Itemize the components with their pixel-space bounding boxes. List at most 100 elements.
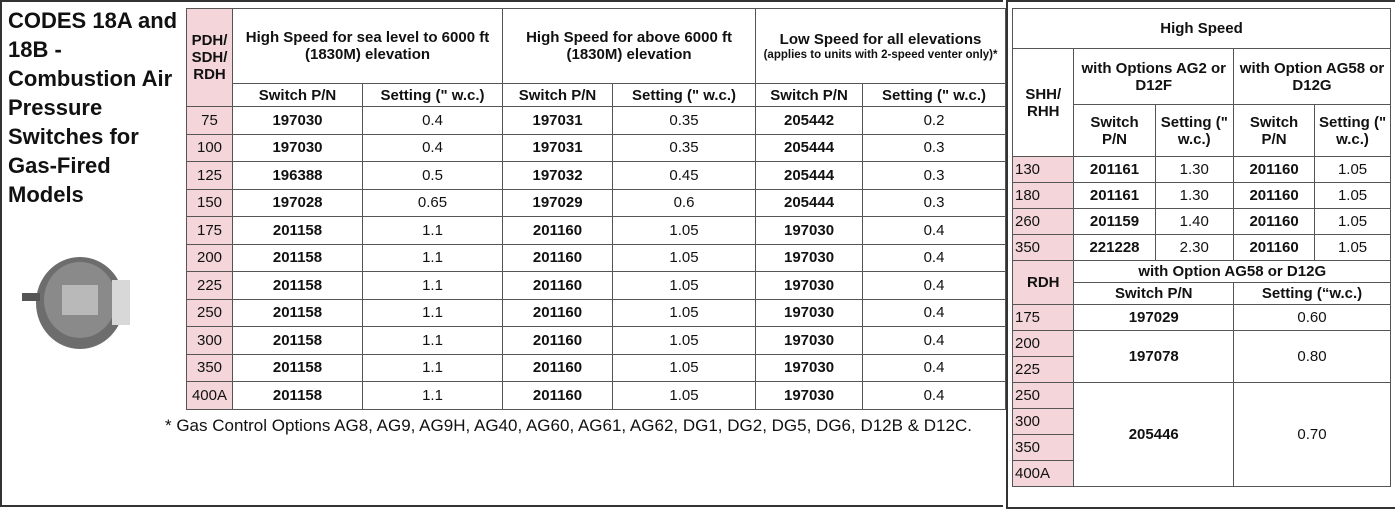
switch-pn: 205442	[756, 107, 863, 135]
model: 250	[1013, 383, 1074, 409]
switch-pn: 201158	[233, 382, 363, 410]
switch-pn: 201160	[503, 382, 613, 410]
table-row: 1752011581.12011601.051970300.4	[187, 217, 1006, 245]
sub-header: Setting (“w.c.)	[1234, 283, 1391, 305]
setting: 0.2	[863, 107, 1006, 135]
setting: 0.4	[863, 272, 1006, 300]
switch-pn: 201159	[1074, 209, 1155, 235]
table-row: 2602011591.402011601.05	[1013, 209, 1391, 235]
sub-header: Switch P/N	[503, 84, 613, 107]
group-header: with Options AG2 or D12F	[1074, 49, 1234, 105]
page: CODES 18A and 18B - Combustion Air Press…	[0, 0, 1395, 508]
model: 300	[187, 327, 233, 355]
sub-header: Setting (" w.c.)	[1315, 105, 1391, 157]
switch-pn: 201160	[1234, 157, 1315, 183]
switch-pn: 205444	[756, 189, 863, 217]
switch-pn: 201160	[1234, 209, 1315, 235]
switch-pn: 201158	[233, 327, 363, 355]
switch-pn: 201160	[503, 327, 613, 355]
setting: 1.05	[1315, 209, 1391, 235]
switch-pn: 197029	[1074, 305, 1234, 331]
setting: 1.1	[363, 299, 503, 327]
model: 225	[1013, 357, 1074, 383]
sub-header: Switch P/N	[756, 84, 863, 107]
model-header: RDH	[1013, 261, 1074, 305]
setting: 0.4	[363, 107, 503, 135]
model: 200	[1013, 331, 1074, 357]
setting: 1.05	[1315, 183, 1391, 209]
switch-pn: 201158	[233, 354, 363, 382]
setting: 0.3	[863, 134, 1006, 162]
switch-pn: 197030	[233, 107, 363, 135]
sub-header: Switch P/N	[1234, 105, 1315, 157]
setting: 1.05	[613, 354, 756, 382]
switch-pn: 201160	[503, 299, 613, 327]
setting: 0.35	[613, 134, 756, 162]
table-row: 1802011611.302011601.05	[1013, 183, 1391, 209]
setting: 1.05	[613, 272, 756, 300]
group-note: (applies to units with 2-speed venter on…	[758, 48, 1003, 62]
model: 100	[187, 134, 233, 162]
setting: 1.05	[613, 217, 756, 245]
setting: 0.4	[863, 299, 1006, 327]
model: 75	[187, 107, 233, 135]
switch-pn: 197031	[503, 107, 613, 135]
setting: 0.70	[1234, 383, 1391, 487]
table-row: 1251963880.51970320.452054440.3	[187, 162, 1006, 190]
sub-header: Setting (" w.c.)	[363, 84, 503, 107]
switch-table: PDH/ SDH/ RDH High Speed for sea level t…	[186, 8, 1006, 410]
setting: 1.05	[1315, 157, 1391, 183]
model: 150	[187, 189, 233, 217]
switch-table: High Speed SHH/ RHH with Options AG2 or …	[1012, 8, 1391, 487]
switch-pn: 197030	[756, 244, 863, 272]
model-header: PDH/ SDH/ RDH	[187, 9, 233, 107]
setting: 0.35	[613, 107, 756, 135]
switch-pn: 221228	[1074, 235, 1155, 261]
switch-pn: 196388	[233, 162, 363, 190]
setting: 1.30	[1155, 183, 1233, 209]
setting: 1.05	[613, 244, 756, 272]
frame: High Speed SHH/ RHH with Options AG2 or …	[1006, 0, 1395, 509]
switch-pn: 197030	[756, 299, 863, 327]
setting: 1.05	[613, 299, 756, 327]
switch-pn: 201158	[233, 299, 363, 327]
group-title: Low Speed for all elevations	[780, 31, 982, 48]
switch-pn: 205444	[756, 162, 863, 190]
setting: 0.4	[863, 244, 1006, 272]
setting: 1.1	[363, 327, 503, 355]
model: 400A	[1013, 461, 1074, 487]
setting: 1.30	[1155, 157, 1233, 183]
setting: 2.30	[1155, 235, 1233, 261]
setting: 1.40	[1155, 209, 1233, 235]
table-row: 3502212282.302011601.05	[1013, 235, 1391, 261]
switch-pn: 201158	[233, 272, 363, 300]
setting: 0.60	[1234, 305, 1391, 331]
model: 130	[1013, 157, 1074, 183]
switch-pn: 201160	[503, 244, 613, 272]
switch-pn: 197030	[756, 272, 863, 300]
sub-header: Setting (" w.c.)	[1155, 105, 1233, 157]
model: 400A	[187, 382, 233, 410]
model: 350	[187, 354, 233, 382]
model: 250	[187, 299, 233, 327]
switch-pn: 201158	[233, 217, 363, 245]
switch-pn: 205444	[756, 134, 863, 162]
footnote: * Gas Control Options AG8, AG9, AG9H, AG…	[165, 414, 985, 438]
model: 200	[187, 244, 233, 272]
model-header: SHH/ RHH	[1013, 49, 1074, 157]
title: CODES 18A and 18B - Combustion Air Press…	[8, 6, 180, 209]
group-header: High Speed for above 6000 ft (1830M) ele…	[503, 9, 756, 84]
setting: 0.4	[363, 134, 503, 162]
sub-header: Switch P/N	[1074, 283, 1234, 305]
sub-header: Setting (" w.c.)	[613, 84, 756, 107]
switch-pn: 201161	[1074, 183, 1155, 209]
setting: 0.65	[363, 189, 503, 217]
setting: 0.5	[363, 162, 503, 190]
setting: 1.1	[363, 217, 503, 245]
